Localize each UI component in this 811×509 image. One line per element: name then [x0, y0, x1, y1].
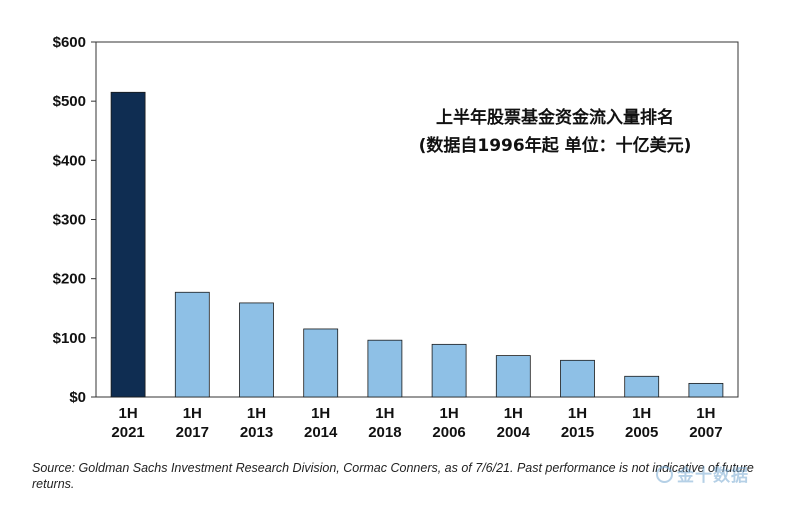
x-tick-label: 2018: [368, 424, 401, 441]
bar-1h-2021: [110, 91, 146, 398]
y-axis: $0 $100 $200 $300 $400 $500 $600: [53, 34, 96, 406]
y-tick-label: $100: [53, 330, 86, 347]
chart-title-line-2: (数据自1996年起 单位：十亿美元): [419, 135, 692, 156]
x-tick-label: 1H: [504, 405, 523, 422]
chart-title: 上半年股票基金资金流入量排名 (数据自1996年起 单位：十亿美元): [419, 107, 692, 156]
x-axis: 1H 2021 1H 2017 1H 2013 1H 2014 1H 2018 1H 2006 1H 20…: [111, 405, 722, 441]
y-tick-label: $0: [69, 389, 86, 406]
x-tick-label: 1H: [375, 405, 394, 422]
x-tick-label: 1H: [183, 405, 202, 422]
bars: [110, 91, 724, 398]
x-tick-label: 1H: [311, 405, 330, 422]
bar-1h-2018: [367, 339, 403, 398]
bar-1h-2015: [560, 359, 595, 398]
bar-1h-2006: [431, 343, 467, 398]
x-tick-label: 2007: [689, 424, 722, 441]
x-tick-label: 1H: [568, 405, 587, 422]
x-tick-label: 2005: [625, 424, 658, 441]
x-tick-label: 2021: [111, 424, 144, 441]
bar-1h-2004: [495, 355, 531, 398]
x-tick-label: 2017: [176, 424, 209, 441]
x-tick-label: 2004: [497, 424, 531, 441]
chart-title-line-1: 上半年股票基金资金流入量排名: [436, 107, 674, 128]
y-tick-label: $200: [53, 271, 86, 288]
y-tick-label: $500: [53, 93, 86, 110]
x-tick-label: 1H: [696, 405, 715, 422]
y-tick-label: $600: [53, 34, 86, 51]
x-tick-label: 1H: [632, 405, 651, 422]
x-tick-label: 2006: [432, 424, 465, 441]
source-note: Source: Goldman Sachs Investment Researc…: [32, 461, 754, 491]
x-tick-label: 1H: [247, 405, 266, 422]
bar-1h-2007: [688, 382, 724, 398]
bar-1h-2017: [174, 291, 210, 398]
x-tick-label: 2014: [304, 424, 338, 441]
x-tick-label: 1H: [119, 405, 138, 422]
x-tick-label: 2015: [561, 424, 594, 441]
watermark: 金十数据: [656, 461, 749, 486]
watermark-text: 金十数据: [677, 466, 749, 486]
y-tick-label: $300: [53, 212, 86, 229]
y-tick-label: $400: [53, 152, 86, 169]
watermark-logo-icon: [656, 466, 673, 483]
bar-1h-2005: [624, 375, 660, 398]
x-tick-label: 2013: [240, 424, 273, 441]
chart: $0$100$200$300$400$500$600 1H20211H20171…: [53, 34, 739, 441]
bar-1h-2014: [303, 328, 339, 398]
x-tick-label: 1H: [440, 405, 459, 422]
bar-1h-2013: [239, 302, 274, 398]
